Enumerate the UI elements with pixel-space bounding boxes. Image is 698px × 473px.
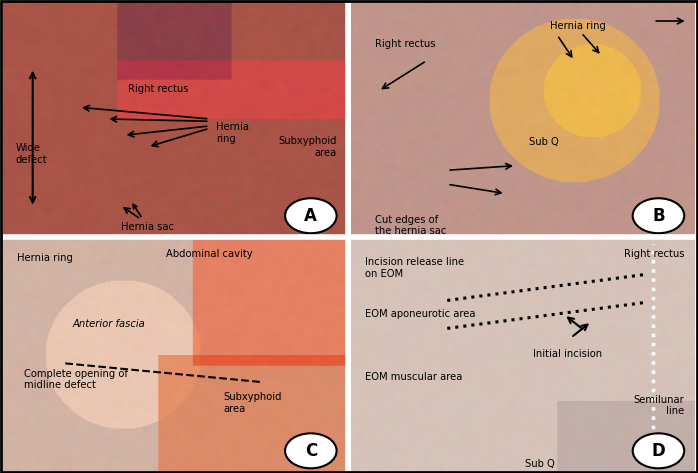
Circle shape — [285, 198, 336, 233]
Text: Anterior fascia: Anterior fascia — [72, 319, 145, 329]
Text: Right rectus: Right rectus — [375, 39, 436, 49]
Text: Subxyphoid
area: Subxyphoid area — [223, 392, 282, 414]
Text: Hernia ring: Hernia ring — [17, 254, 73, 263]
Text: Right rectus: Right rectus — [128, 84, 188, 94]
Text: Hernia
ring: Hernia ring — [216, 122, 249, 144]
Text: EOM aponeurotic area: EOM aponeurotic area — [365, 309, 475, 319]
Circle shape — [632, 198, 684, 233]
Text: D: D — [651, 442, 665, 460]
Text: B: B — [652, 207, 664, 225]
Text: Cut edges of
the hernia sac: Cut edges of the hernia sac — [375, 215, 447, 236]
Circle shape — [632, 433, 684, 468]
Text: Sub Q: Sub Q — [525, 459, 555, 469]
Text: Right rectus: Right rectus — [624, 249, 684, 259]
Text: Wide
defect: Wide defect — [15, 143, 47, 165]
Text: Sub Q: Sub Q — [528, 137, 558, 147]
Text: Hernia sac: Hernia sac — [121, 204, 174, 232]
Text: EOM muscular area: EOM muscular area — [365, 372, 462, 382]
Text: Initial incision: Initial incision — [533, 349, 602, 359]
Circle shape — [285, 433, 336, 468]
Text: C: C — [305, 442, 317, 460]
Text: Incision release line
on EOM: Incision release line on EOM — [365, 257, 464, 279]
Text: Hernia ring: Hernia ring — [550, 21, 606, 31]
Text: Semilunar
line: Semilunar line — [634, 394, 684, 416]
Text: Complete opening of
midline defect: Complete opening of midline defect — [24, 369, 128, 391]
Text: Abdominal cavity: Abdominal cavity — [166, 249, 253, 259]
Text: A: A — [304, 207, 318, 225]
Text: Subxyphoid
area: Subxyphoid area — [278, 136, 336, 158]
